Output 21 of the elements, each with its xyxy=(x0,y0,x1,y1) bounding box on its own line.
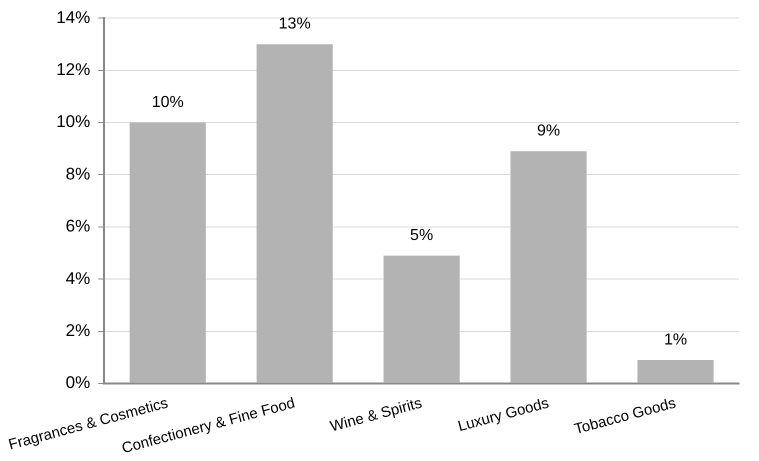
bar xyxy=(637,360,714,383)
data-label: 10% xyxy=(152,94,184,111)
bar xyxy=(130,122,206,383)
y-tick-label: 0% xyxy=(66,373,90,392)
data-label: 13% xyxy=(278,16,311,33)
y-tick-label: 12% xyxy=(56,60,90,80)
bar xyxy=(384,256,460,383)
bar xyxy=(510,151,587,383)
x-tick-label: Luxury Goods xyxy=(456,394,551,436)
y-tick-label: 2% xyxy=(66,320,90,340)
y-tick-label: 14% xyxy=(56,8,90,27)
x-tick-label: Wine & Spirits xyxy=(328,394,424,436)
data-label: 5% xyxy=(410,227,434,244)
y-tick-label: 10% xyxy=(56,112,90,132)
data-label: 1% xyxy=(664,331,688,348)
y-tick-label: 8% xyxy=(66,164,90,184)
x-tick-label: Tobacco Goods xyxy=(572,394,678,438)
y-tick-label: 6% xyxy=(66,216,90,236)
y-tick-label: 4% xyxy=(66,268,90,288)
bar xyxy=(256,44,333,383)
data-label: 9% xyxy=(537,122,560,140)
